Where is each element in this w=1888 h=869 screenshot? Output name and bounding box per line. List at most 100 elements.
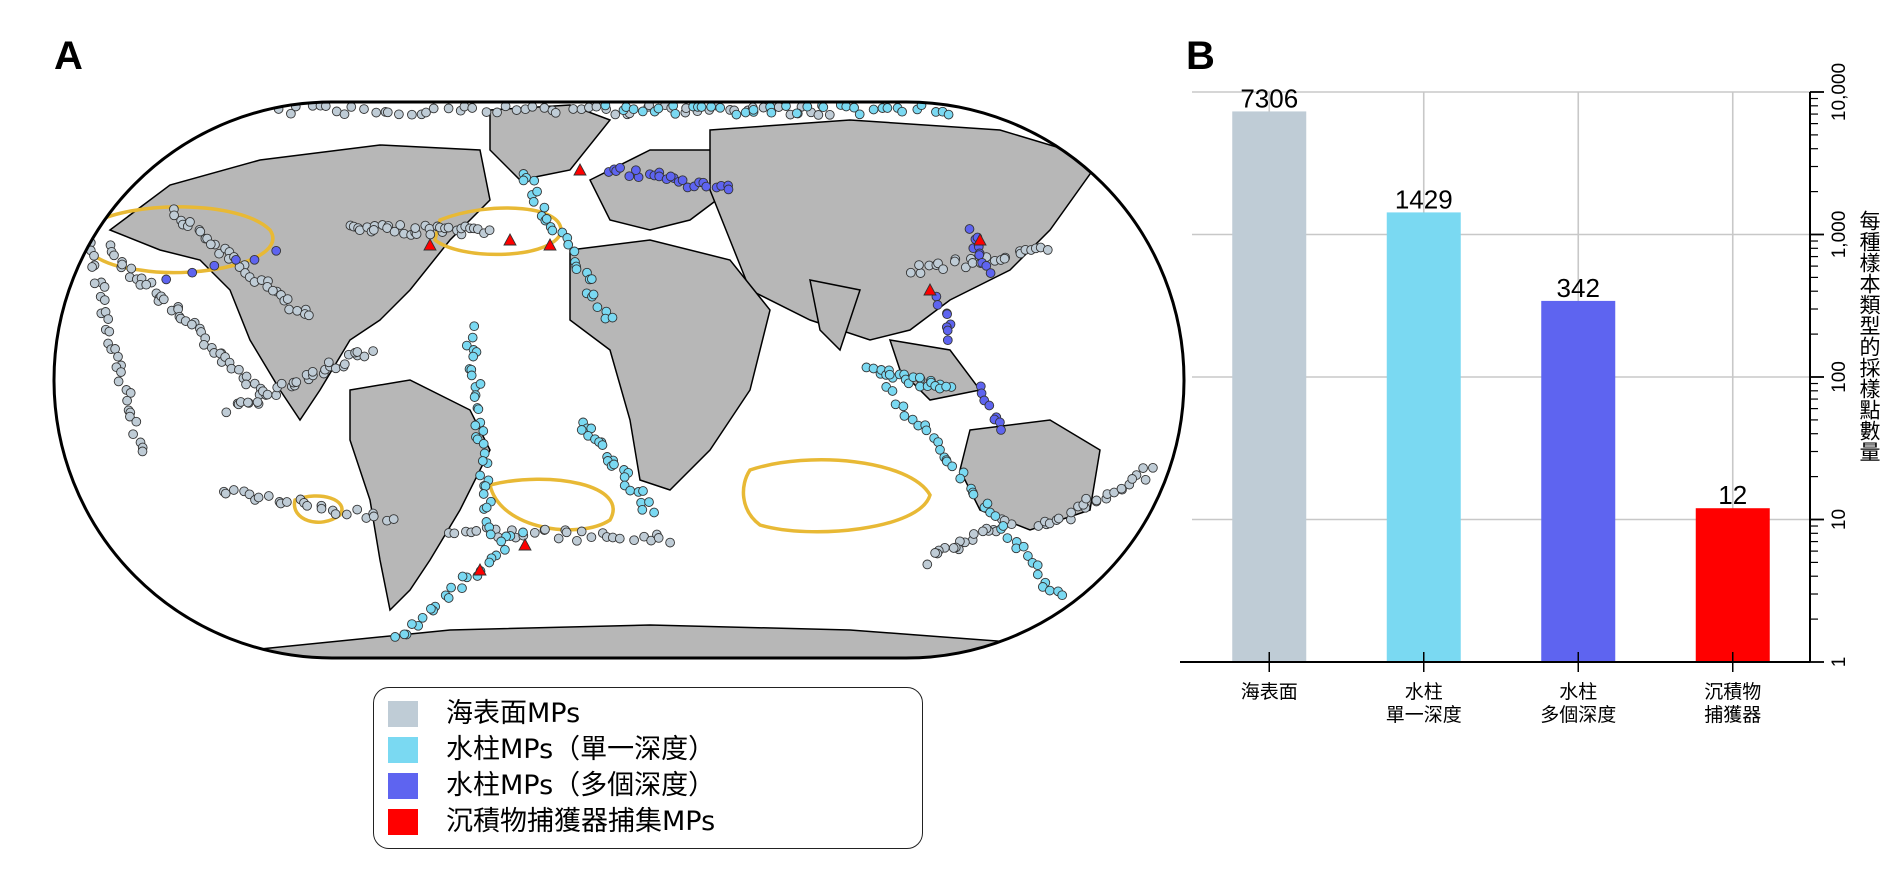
sediment-trap-marker xyxy=(423,238,437,251)
sampling-point xyxy=(103,314,114,324)
sampling-point xyxy=(109,250,119,261)
sampling-point xyxy=(470,420,481,431)
sampling-point xyxy=(985,268,996,278)
sampling-point xyxy=(649,507,659,518)
sampling-point xyxy=(964,224,975,234)
sampling-point xyxy=(563,239,574,250)
land-layer xyxy=(108,104,1102,658)
sampling-point xyxy=(899,411,910,421)
sampling-point xyxy=(475,470,485,481)
bar-value-label-1: 1429 xyxy=(1395,184,1453,214)
sampling-point xyxy=(407,619,417,629)
sampling-point xyxy=(637,106,648,117)
sampling-point xyxy=(399,629,410,640)
sampling-point xyxy=(921,425,932,436)
legend-swatch-multi xyxy=(388,773,418,799)
sampling-point xyxy=(352,347,363,357)
sampling-point xyxy=(116,367,126,377)
sampling-point xyxy=(586,274,597,284)
sampling-point xyxy=(968,489,979,500)
sampling-point xyxy=(481,502,492,513)
sampling-point xyxy=(221,407,232,418)
sampling-point xyxy=(1091,495,1102,506)
sampling-point xyxy=(529,527,540,538)
sampling-point xyxy=(443,222,454,233)
sampling-point xyxy=(948,543,959,553)
land-north-america xyxy=(108,144,491,422)
legend-label-single: 水柱MPs（單一深度） xyxy=(446,734,716,765)
sampling-point xyxy=(82,228,92,239)
bar-value-label-3: 12 xyxy=(1718,480,1747,510)
sampling-point xyxy=(304,310,314,321)
sampling-point xyxy=(466,370,477,381)
sampling-point xyxy=(421,107,431,118)
sampling-point xyxy=(228,485,239,495)
sampling-point xyxy=(268,285,278,296)
sampling-point xyxy=(141,279,152,290)
sampling-point xyxy=(468,351,479,362)
sampling-track-15 xyxy=(881,382,1068,601)
sampling-track-5 xyxy=(219,485,399,526)
sampling-point xyxy=(390,632,400,642)
sampling-point xyxy=(781,102,791,111)
sampling-point xyxy=(316,503,327,514)
sampling-point xyxy=(547,225,558,236)
sampling-point xyxy=(968,529,979,539)
sampling-point xyxy=(461,340,472,351)
sampling-point xyxy=(614,533,625,544)
sampling-point xyxy=(480,481,491,491)
sampling-point xyxy=(469,392,480,402)
sampling-point xyxy=(428,103,439,114)
sampling-point xyxy=(330,509,341,519)
bar-value-label-0: 7306 xyxy=(1240,83,1298,113)
sampling-point xyxy=(339,109,350,120)
x-tick-label-1: 水柱單一深度 xyxy=(1386,681,1462,726)
sampling-point xyxy=(571,264,582,275)
sampling-point xyxy=(1018,541,1029,552)
sampling-point xyxy=(625,485,636,496)
sampling-point xyxy=(791,108,802,119)
sampling-point xyxy=(631,165,641,176)
sampling-point xyxy=(592,302,603,313)
sampling-point xyxy=(89,278,100,289)
sampling-point xyxy=(291,377,302,387)
sampling-point xyxy=(941,381,951,392)
land-europe xyxy=(588,149,731,231)
sampling-point xyxy=(481,107,492,117)
sediment-trap-marker xyxy=(923,283,937,296)
sampling-point xyxy=(568,104,579,114)
sampling-point xyxy=(723,184,734,195)
sampling-point xyxy=(1002,533,1013,543)
sampling-point xyxy=(1032,560,1043,571)
sampling-point xyxy=(949,256,960,267)
sampling-point xyxy=(425,229,436,240)
sampling-point xyxy=(117,259,127,270)
sampling-point xyxy=(113,351,123,362)
sampling-point xyxy=(394,109,404,120)
sampling-point xyxy=(302,500,312,511)
world-map xyxy=(52,100,1186,660)
map-frame xyxy=(52,100,1186,660)
sampling-point xyxy=(492,107,502,118)
sampling-point xyxy=(518,527,528,538)
sampling-point xyxy=(478,438,489,449)
sampling-point xyxy=(981,260,992,271)
sampling-point xyxy=(187,319,197,330)
sampling-point xyxy=(249,254,260,265)
land-africa xyxy=(569,239,771,491)
sampling-point xyxy=(169,210,179,221)
sampling-point xyxy=(89,250,99,261)
y-axis-ticks xyxy=(1810,91,1824,663)
sampling-point xyxy=(104,326,115,337)
sampling-point xyxy=(824,109,835,120)
land-asia xyxy=(709,119,1102,341)
sampling-track-12 xyxy=(518,169,618,324)
legend-item-multi: 水柱MPs（多個深度） xyxy=(388,768,922,804)
sampling-point xyxy=(282,294,293,304)
sediment-trap-marker xyxy=(573,163,587,176)
sampling-point xyxy=(653,533,664,543)
sampling-point xyxy=(368,346,378,356)
sampling-point xyxy=(731,109,742,120)
sampling-point xyxy=(113,376,124,387)
sampling-point xyxy=(484,557,495,568)
